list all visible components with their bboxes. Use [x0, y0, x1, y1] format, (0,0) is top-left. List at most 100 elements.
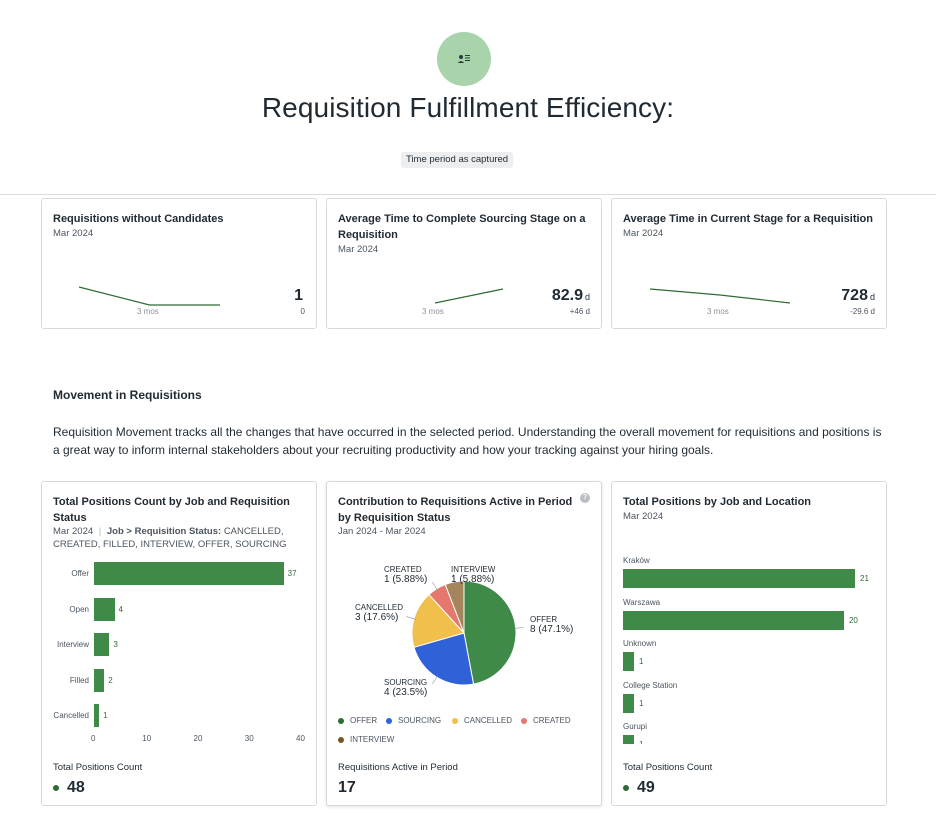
pie-label-value: 4 (23.5%): [384, 687, 428, 698]
location-bar-value: 1: [639, 657, 644, 666]
legend-label: CREATED: [533, 716, 571, 725]
kpi-value-unit: d: [869, 292, 875, 302]
location-label: Kraków: [623, 556, 650, 565]
kpi-value: 1: [294, 287, 305, 305]
bar-category-label: Filled: [69, 675, 89, 685]
sparkline-path: [649, 288, 791, 304]
legend-swatch: [338, 717, 344, 724]
filter-label: Job > Requisition Status:: [106, 526, 222, 537]
location-bar[interactable]: [623, 569, 855, 588]
x-axis-tick: 20: [193, 734, 203, 743]
kpi-delta: -29.6 d: [850, 307, 875, 316]
time-period-badge[interactable]: Time period as captured: [401, 152, 514, 168]
pie-label-value: 1 (5.88%): [451, 574, 495, 585]
location-bar[interactable]: [623, 652, 635, 671]
legend-item-created[interactable]: CREATED: [521, 716, 571, 725]
kpi-period: Mar 2024: [623, 228, 664, 239]
legend-item-interview[interactable]: INTERVIEW: [338, 735, 394, 744]
sparkline-path: [434, 288, 504, 304]
card-contribution-by-status[interactable]: Contribution to Requisitions Active in P…: [326, 481, 602, 806]
pie-label-sourcing: SOURCING 4 (23.5%): [384, 678, 427, 698]
kpi-sparkline: [649, 288, 791, 304]
footer-label: Requisitions Active in Period: [338, 762, 458, 773]
bar-offer[interactable]: [94, 562, 284, 585]
pie-leader-line: [452, 573, 456, 584]
location-bar-value: 21: [860, 574, 869, 583]
location-label: Unknown: [623, 639, 657, 648]
bar-category-label: Interview: [56, 640, 89, 649]
location-bar[interactable]: [623, 693, 635, 713]
legend-swatch: [452, 717, 458, 724]
bar-open[interactable]: [94, 597, 115, 621]
sparkline-period-label: 3 mos: [137, 307, 159, 316]
location-bar[interactable]: [623, 610, 844, 630]
location-label: Warszawa: [623, 597, 661, 607]
footer-value-number: 49: [637, 779, 655, 796]
footer-value-number: 17: [338, 779, 356, 796]
location-bar-value: 1: [639, 698, 644, 708]
kpi-value-number: 728: [841, 287, 868, 304]
sparkline-period-label: 3 mos: [707, 307, 729, 316]
help-icon[interactable]: ?: [580, 493, 590, 503]
legend-label: INTERVIEW: [350, 735, 395, 744]
footer-value-number: 48: [67, 779, 85, 796]
filter-value: CANCELLED, CREATED, FILLED, INTERVIEW, O…: [53, 526, 287, 550]
card-title: Total Positions by Job and Location: [623, 496, 812, 508]
card-period: Mar 2024: [53, 526, 94, 537]
bar-filled[interactable]: [94, 668, 105, 692]
series-dot: [623, 785, 629, 791]
card-filter-info: Mar 2024 | Job > Requisition Status: CAN…: [53, 525, 303, 551]
card-positions-by-status[interactable]: Total Positions Count by Job and Requisi…: [41, 481, 317, 806]
legend-swatch: [386, 717, 392, 724]
kpi-card-avg-time-sourcing[interactable]: Average Time to Complete Sourcing Stage …: [326, 198, 602, 329]
dashboard-avatar: [437, 32, 491, 86]
kpi-value-unit: d: [584, 292, 590, 302]
location-bar-value: 1: [639, 740, 643, 744]
pie-label-offer: OFFER 8 (47.1%): [530, 615, 573, 635]
bar-interview[interactable]: [94, 633, 110, 656]
card-title: Contribution to Requisitions Active in P…: [338, 496, 573, 524]
legend-label: OFFER: [350, 716, 378, 725]
person-list-icon: [457, 55, 470, 63]
dashboard-header: Requisition Fulfillment Efficiency: Time…: [0, 0, 936, 195]
pie-leader-line: [432, 581, 438, 591]
kpi-title: Average Time in Current Stage for a Requ…: [623, 213, 873, 225]
kpi-card-avg-time-current-stage[interactable]: Average Time in Current Stage for a Requ…: [611, 198, 887, 329]
kpi-value-number: 82.9: [551, 287, 583, 304]
legend-item-cancelled[interactable]: CANCELLED: [452, 716, 512, 725]
pie-label-name: INTERVIEW: [451, 565, 496, 574]
kpi-value-number: 1: [294, 287, 303, 304]
bar-value-label: 4: [118, 604, 123, 614]
status-pie-chart: [406, 573, 524, 686]
location-label: Gurupi: [623, 722, 648, 731]
bar-value-label: 2: [108, 675, 113, 685]
positions-location-bar-chart: Kraków 21 Warszawa 20 Unknown 1 College Statio…: [612, 482, 888, 744]
series-dot: [53, 785, 59, 791]
kpi-period: Mar 2024: [338, 244, 379, 255]
x-axis-tick: 10: [142, 734, 152, 743]
legend-swatch: [338, 736, 344, 743]
bar-cancelled[interactable]: [94, 704, 100, 727]
pie-label-value: 3 (17.6%): [355, 612, 399, 623]
kpi-sparkline: [434, 288, 504, 304]
legend-item-sourcing[interactable]: SOURCING: [386, 716, 441, 725]
card-positions-by-location[interactable]: Total Positions by Job and Location Mar …: [611, 481, 887, 806]
kpi-card-requisitions-without-candidates[interactable]: Requisitions without Candidates Mar 2024…: [41, 198, 317, 329]
kpi-delta: 0: [300, 307, 305, 316]
pie-label-created: CREATED 1 (5.88%): [384, 565, 427, 585]
legend-item-offer[interactable]: OFFER: [338, 716, 377, 725]
card-period: Jan 2024 - Mar 2024: [338, 526, 426, 537]
pie-label-cancelled: CANCELLED 3 (17.6%): [355, 603, 403, 623]
legend-label: CANCELLED: [464, 716, 513, 725]
bar-category-label: Open: [69, 604, 89, 614]
pie-label-name: CANCELLED: [355, 603, 404, 612]
pie-label-value: 8 (47.1%): [530, 624, 574, 635]
pie-leader-line: [432, 675, 438, 685]
location-label: College Station: [623, 680, 678, 690]
footer-label: Total Positions Count: [53, 762, 143, 773]
location-bar[interactable]: [623, 735, 635, 744]
legend-label: SOURCING: [398, 716, 442, 725]
pie-slice-offer[interactable]: [463, 580, 517, 685]
x-axis-tick: 40: [296, 734, 305, 743]
kpi-value: 728 d: [841, 287, 875, 305]
